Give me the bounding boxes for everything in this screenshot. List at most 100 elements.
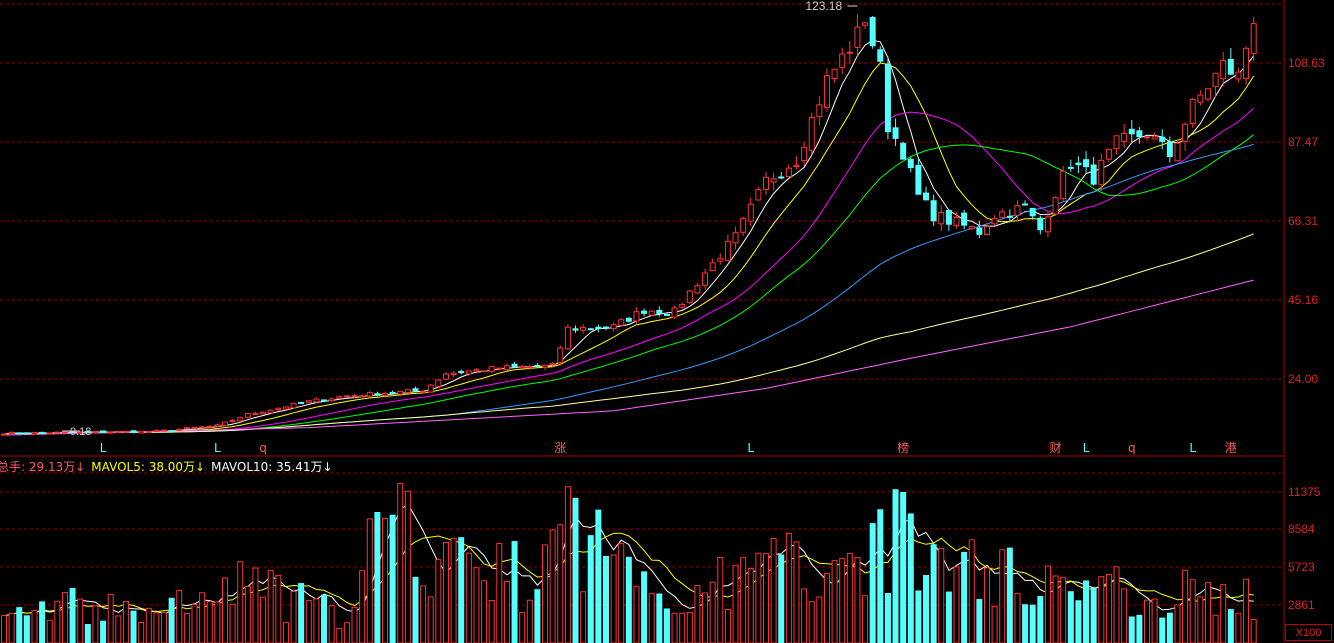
volume-bar[interactable] xyxy=(237,561,244,643)
candle[interactable] xyxy=(458,369,465,375)
volume-bar[interactable] xyxy=(846,552,853,643)
candle[interactable] xyxy=(1014,200,1021,222)
candle[interactable] xyxy=(907,156,914,173)
candle[interactable] xyxy=(1227,47,1234,75)
candle[interactable] xyxy=(519,364,526,369)
volume-bar[interactable] xyxy=(298,583,305,643)
volume-bar[interactable] xyxy=(1151,598,1158,643)
candle[interactable] xyxy=(763,172,769,196)
candle[interactable] xyxy=(1250,16,1257,62)
volume-bar[interactable] xyxy=(1136,614,1143,643)
volume-bar[interactable] xyxy=(709,581,716,643)
volume-bar[interactable] xyxy=(625,556,632,643)
candle[interactable] xyxy=(915,158,922,195)
volume-bar[interactable] xyxy=(1075,600,1082,643)
volume-bar[interactable] xyxy=(183,613,190,643)
volume-bar[interactable] xyxy=(473,567,480,643)
candle[interactable] xyxy=(534,362,541,368)
volume-bar[interactable] xyxy=(382,518,388,643)
event-marker[interactable]: 港 xyxy=(1225,441,1237,455)
volume-bar[interactable] xyxy=(465,552,472,643)
volume-bar[interactable] xyxy=(389,514,396,643)
volume-bar[interactable] xyxy=(244,585,251,643)
volume-bar[interactable] xyxy=(221,577,228,643)
volume-bar[interactable] xyxy=(1090,587,1097,643)
volume-bar[interactable] xyxy=(862,595,869,643)
candle[interactable] xyxy=(496,367,503,371)
candle[interactable] xyxy=(420,390,427,394)
volume-bar[interactable] xyxy=(854,556,861,643)
candle[interactable] xyxy=(1090,156,1097,186)
volume-bar[interactable] xyxy=(168,597,175,643)
volume-bar[interactable] xyxy=(534,589,541,643)
candle[interactable] xyxy=(1067,159,1074,172)
candle[interactable] xyxy=(542,364,549,370)
volume-bar[interactable] xyxy=(907,513,914,643)
volume-bar[interactable] xyxy=(717,557,724,643)
volume-bar[interactable] xyxy=(991,605,998,643)
candle[interactable] xyxy=(694,283,701,294)
volume-bar[interactable] xyxy=(214,601,221,643)
volume-bar[interactable] xyxy=(1174,604,1181,643)
candle[interactable] xyxy=(580,324,587,334)
candle[interactable] xyxy=(382,391,388,398)
volume-bar[interactable] xyxy=(564,486,571,643)
volume-bar[interactable] xyxy=(206,601,213,643)
volume-bar[interactable] xyxy=(1098,576,1105,643)
candle[interactable] xyxy=(862,22,869,30)
volume-bar[interactable] xyxy=(557,524,564,643)
volume-bar[interactable] xyxy=(884,593,891,643)
candle[interactable] xyxy=(8,431,15,435)
candle[interactable] xyxy=(869,15,876,49)
candle[interactable] xyxy=(732,226,739,249)
candle[interactable] xyxy=(465,370,472,376)
volume-bar[interactable] xyxy=(1235,612,1242,643)
candle[interactable] xyxy=(374,391,381,397)
candle[interactable] xyxy=(686,289,693,304)
volume-bar[interactable] xyxy=(267,569,274,643)
candle[interactable] xyxy=(1212,72,1219,98)
volume-bar[interactable] xyxy=(496,543,503,643)
candle[interactable] xyxy=(305,400,312,403)
candle[interactable] xyxy=(1037,215,1044,235)
volume-bar[interactable] xyxy=(374,512,381,643)
volume-bar[interactable] xyxy=(656,593,663,643)
candle[interactable] xyxy=(1243,46,1250,85)
event-marker[interactable]: L xyxy=(214,441,221,455)
volume-bar[interactable] xyxy=(1006,547,1013,643)
candle[interactable] xyxy=(572,325,579,333)
volume-bar[interactable] xyxy=(100,620,107,643)
candle[interactable] xyxy=(884,56,891,140)
volume-bar[interactable] xyxy=(968,539,975,643)
volume-bar[interactable] xyxy=(999,549,1006,643)
volume-bar[interactable] xyxy=(618,543,625,643)
candle[interactable] xyxy=(503,363,510,371)
candle[interactable] xyxy=(267,409,274,414)
candle[interactable] xyxy=(999,208,1006,219)
volume-bar[interactable] xyxy=(915,590,922,643)
volume-bar[interactable] xyxy=(77,598,84,643)
volume-bar[interactable] xyxy=(145,607,152,643)
candle[interactable] xyxy=(1044,211,1051,238)
volume-bar[interactable] xyxy=(305,600,312,643)
volume-bar[interactable] xyxy=(176,590,183,643)
volume-bar[interactable] xyxy=(1243,578,1250,643)
volume-bar[interactable] xyxy=(161,611,168,643)
event-marker[interactable]: q xyxy=(1128,441,1136,455)
candle[interactable] xyxy=(656,306,663,317)
candle[interactable] xyxy=(115,430,122,434)
volume-bar[interactable] xyxy=(503,580,510,643)
volume-bar[interactable] xyxy=(587,535,594,643)
volume-bar[interactable] xyxy=(336,627,343,643)
candle[interactable] xyxy=(557,345,564,366)
candle[interactable] xyxy=(1098,153,1105,192)
volume-bar[interactable] xyxy=(92,605,99,643)
volume-bar[interactable] xyxy=(191,603,198,643)
volume-bar[interactable] xyxy=(366,518,373,643)
volume-bar[interactable] xyxy=(450,537,457,643)
volume-bar[interactable] xyxy=(282,622,289,643)
candle[interactable] xyxy=(54,431,61,434)
volume-bar[interactable] xyxy=(404,490,411,643)
volume-bar[interactable] xyxy=(740,557,747,643)
candle[interactable] xyxy=(1075,156,1082,174)
